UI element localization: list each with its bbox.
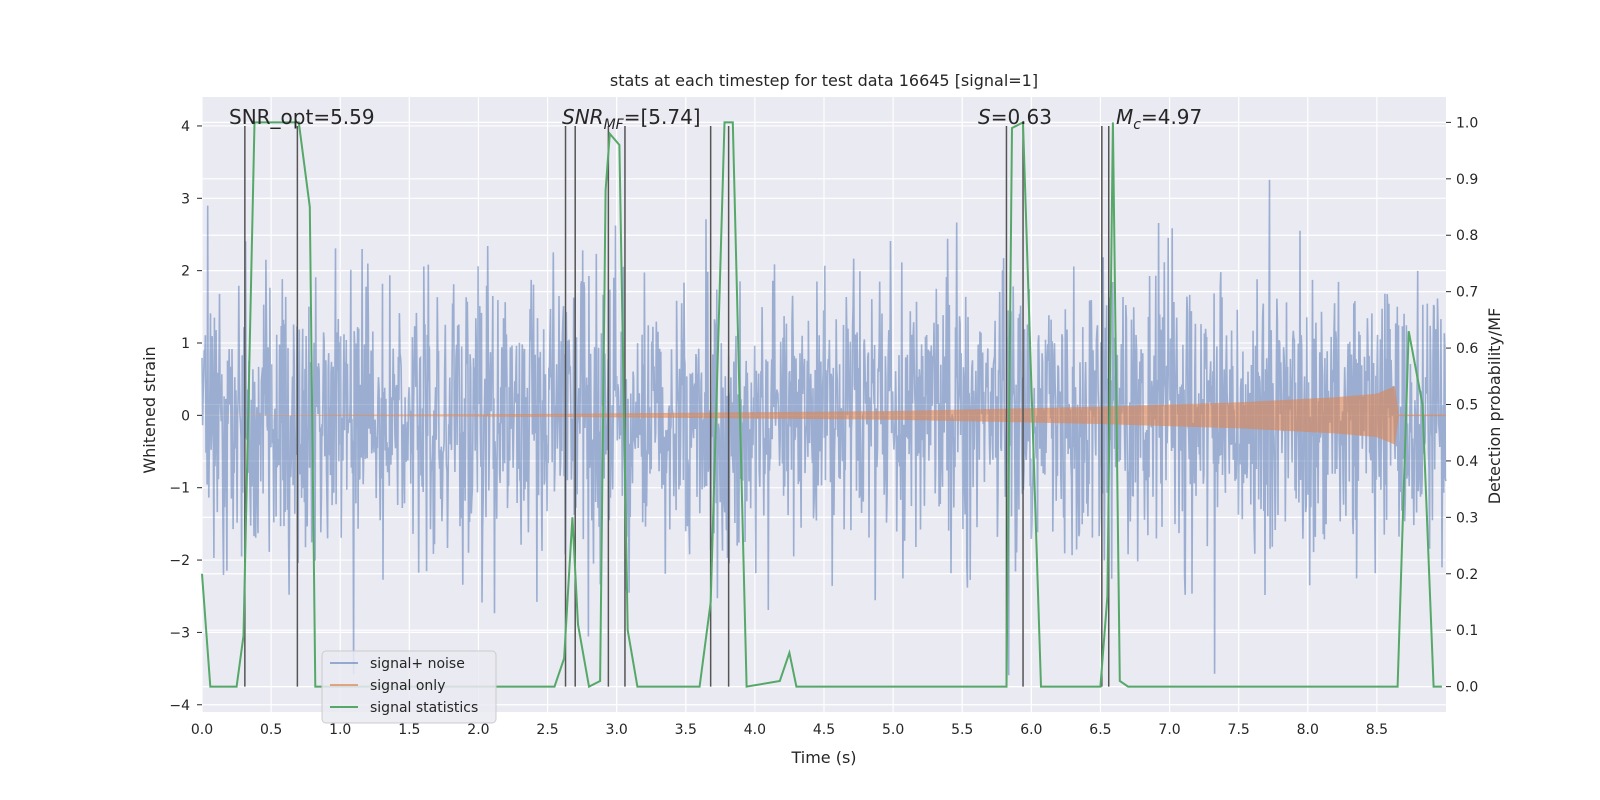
y-tick-label: −1	[169, 481, 190, 497]
y-tick-label: 0	[181, 408, 190, 424]
legend: signal+ noise signal only signal statist…	[321, 650, 497, 724]
y-right-tick-label: 0.3	[1456, 510, 1478, 526]
x-tick-label: 8.0	[1297, 722, 1319, 738]
x-tick-label: 3.0	[606, 722, 628, 738]
annotation-s-value: =0.63	[991, 105, 1052, 129]
y-right-tick-label: 0.1	[1456, 623, 1478, 639]
chart-title: stats at each timestep for test data 166…	[610, 71, 1038, 90]
x-tick-label: 6.0	[1020, 722, 1042, 738]
y-right-tick-label: 0.9	[1456, 172, 1478, 188]
x-tick-label: 1.5	[398, 722, 420, 738]
y-axis-label: Whitened strain	[140, 346, 159, 473]
y-axis-right-label: Detection probability/MF	[1485, 308, 1504, 505]
signal-only-band	[202, 386, 1399, 445]
y-right-tick-label: 0.2	[1456, 567, 1478, 583]
signal-noise-line	[201, 179, 1447, 676]
x-axis-ticks: 0.0 0.5 1.0 1.5 2.0 2.5 3.0 3.5 4.0 4.5 5.0 5.5 6.0 6…	[191, 722, 1388, 738]
legend-label-signal-statistics: signal statistics	[370, 700, 478, 716]
y-tick-label: −2	[169, 553, 190, 569]
series-signal-noise	[201, 179, 1447, 676]
annotation-snr-mf-main: SNR	[562, 105, 604, 129]
x-tick-label: 5.0	[882, 722, 904, 738]
y-tick-label: 1	[181, 336, 190, 352]
annotation-s: S=0.63	[978, 105, 1052, 129]
x-tick-label: 5.5	[951, 722, 973, 738]
y-tick-label: −4	[169, 698, 190, 714]
y-right-tick-label: 0.8	[1456, 228, 1478, 244]
x-axis-label: Time (s)	[790, 748, 856, 767]
x-tick-label: 0.0	[191, 722, 213, 738]
legend-label-signal-noise: signal+ noise	[370, 656, 465, 672]
x-tick-label: 2.5	[536, 722, 558, 738]
y-tick-label: 2	[181, 264, 190, 280]
x-tick-label: 6.5	[1089, 722, 1111, 738]
y-right-tick-label: 1.0	[1456, 115, 1478, 131]
annotation-mc: Mc=4.97	[1116, 105, 1202, 133]
y-right-tick-label: 0.6	[1456, 341, 1478, 357]
x-tick-label: 3.5	[675, 722, 697, 738]
annotation-snr-mf: SNRMF=[5.74]	[562, 105, 701, 133]
x-tick-label: 4.0	[744, 722, 766, 738]
x-tick-label: 1.0	[329, 722, 351, 738]
y-right-tick-label: 0.0	[1456, 680, 1478, 696]
annotation-mc-main: M	[1116, 105, 1133, 129]
annotation-snr-mf-value: =[5.74]	[624, 105, 701, 129]
x-tick-label: 4.5	[813, 722, 835, 738]
legend-box	[321, 650, 497, 724]
legend-label-signal-only: signal only	[370, 678, 445, 694]
annotation-mc-sub: c	[1133, 117, 1141, 133]
x-tick-label: 7.5	[1228, 722, 1250, 738]
y-right-tick-label: 0.4	[1456, 454, 1478, 470]
x-tick-label: 7.0	[1158, 722, 1180, 738]
x-tick-label: 2.0	[467, 722, 489, 738]
annotation-snr-opt: SNR_opt=5.59	[229, 105, 375, 129]
y-tick-label: 3	[181, 191, 190, 207]
y-right-tick-label: 0.5	[1456, 398, 1478, 414]
y-axis-right-ticks: 0.0 0.1 0.2 0.3 0.4 0.5 0.6 0.7 0.8 0.9 1.0	[1446, 115, 1478, 696]
annotation-s-main: S	[978, 105, 991, 129]
annotation-snr-mf-sub: MF	[604, 117, 625, 133]
signal-statistics-line	[201, 120, 1442, 689]
y-tick-label: 4	[181, 119, 190, 135]
annotation-mc-value: =4.97	[1141, 105, 1202, 129]
y-tick-label: −3	[169, 625, 190, 641]
x-tick-label: 8.5	[1366, 722, 1388, 738]
x-tick-label: 0.5	[260, 722, 282, 738]
series-signal-statistics	[201, 120, 1442, 689]
y-right-tick-label: 0.7	[1456, 285, 1478, 301]
y-axis-left-ticks: −4 −3 −2 −1 0 1 2 3 4	[169, 119, 202, 714]
